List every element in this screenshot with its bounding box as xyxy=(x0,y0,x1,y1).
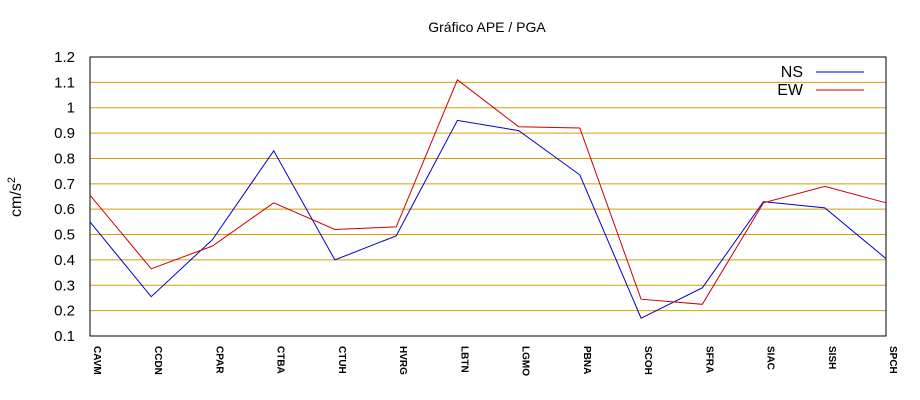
x-tick-label: LBTN xyxy=(458,346,469,373)
y-tick-label: 0.1 xyxy=(54,328,75,345)
y-axis-ticks: 0.1 0.2 0.3 0.4 0.5 0.6 0.7 0.8 0.9 1 1.1 1.2 xyxy=(54,49,75,345)
series-line-ns xyxy=(89,119,887,319)
y-tick-label: 0.7 xyxy=(54,176,75,193)
x-tick-label: CAVM xyxy=(91,346,102,375)
x-tick-label: CCDN xyxy=(152,346,163,375)
x-tick-label: SIAC xyxy=(765,346,776,370)
plot-frame xyxy=(89,56,887,337)
x-axis-ticks: CAVM CCDN CPAR CTBA CTUH HVRG LBTN LGMO PBNA SCOH… xyxy=(91,346,898,376)
legend-label: EW xyxy=(777,82,804,99)
y-tick-label: 0.8 xyxy=(54,150,75,167)
legend-label: NS xyxy=(781,64,803,81)
y-axis-label-superscript: 2 xyxy=(6,177,18,183)
x-tick-label: CPAR xyxy=(213,346,224,374)
y-tick-label: 1.2 xyxy=(54,49,75,66)
y-axis-label: cm/s2 xyxy=(6,177,25,217)
x-tick-label: SFRA xyxy=(703,346,714,373)
y-tick-label: 0.6 xyxy=(54,201,75,218)
x-tick-label: SCOH xyxy=(642,346,653,375)
grid-lines xyxy=(90,81,886,312)
x-tick-label: HVRG xyxy=(397,346,408,375)
x-tick-label: LGMO xyxy=(520,346,531,376)
chart-title: Gráfico APE / PGA xyxy=(428,19,546,35)
x-tick-label: SISH xyxy=(826,346,837,369)
y-tick-label: 0.2 xyxy=(54,303,75,320)
x-tick-label: CTUH xyxy=(336,346,347,374)
x-tick-label: SPCH xyxy=(887,346,898,374)
x-tick-label: PBNA xyxy=(581,346,592,374)
y-tick-label: 0.3 xyxy=(54,277,75,294)
x-tick-label: CTBA xyxy=(275,346,286,374)
y-tick-label: 1.1 xyxy=(54,74,75,91)
y-tick-label: 0.5 xyxy=(54,227,75,244)
series-line-ew xyxy=(89,79,887,305)
y-axis-label-base: cm/s xyxy=(8,183,25,217)
y-tick-label: 0.9 xyxy=(54,125,75,142)
y-tick-label: 1 xyxy=(67,100,75,117)
series-lines xyxy=(89,79,887,319)
y-tick-label: 0.4 xyxy=(54,252,75,269)
